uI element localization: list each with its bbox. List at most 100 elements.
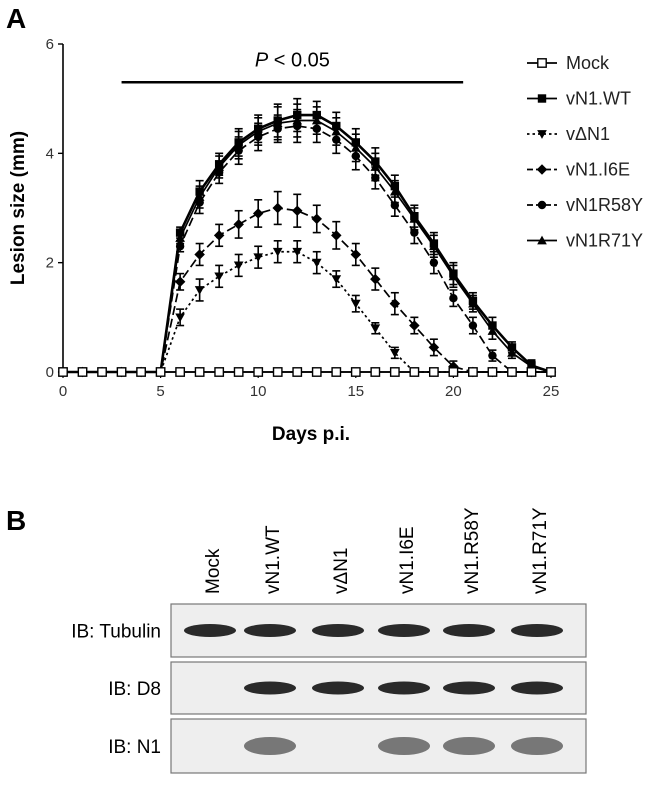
data-point [428,367,439,377]
data-point [449,294,458,303]
data-point [429,239,439,248]
lane-labels: Mock vN1.WT vΔN1 vN1.I6E vN1.R58Y vN1.R71Y [203,507,551,594]
legend-marker [537,235,547,245]
legend-marker [537,200,547,210]
y-tick-label: 0 [46,364,54,381]
data-point [527,361,536,370]
significance-annotation: P < 0.05 [121,49,464,84]
series-vn1-wt [58,97,556,377]
lane-label-vn1-wt: vN1.WT [263,525,284,594]
band-vn1-i6e [378,681,430,695]
lane-label-vn1-i6e: vN1.I6E [397,526,418,594]
blot-strips: IB: Tubulin IB: D8 IB: N1 [71,603,587,774]
y-axis-label: Lesion size (mm) [8,131,29,285]
x-tick-label: 0 [59,383,67,400]
data-point [350,299,361,309]
band-vn1-i6e [378,737,430,755]
lane-label-vdeltan1: vΔN1 [331,548,352,594]
data-point [214,272,224,282]
x-tick-label: 25 [543,383,560,400]
band-vn1-i6e [378,624,430,637]
data-point [312,110,321,120]
data-point [252,208,264,219]
data-point [58,367,68,377]
data-point [487,367,498,377]
western-blot: Mock vN1.WT vΔN1 vN1.I6E vN1.R58Y vN1.R71Y IB… [71,507,587,774]
data-point [390,201,400,210]
x-tick-label: 5 [156,383,164,400]
data-point [311,258,322,268]
data-point [253,253,264,263]
legend-item-vn1r58y: vN1R58Y [527,195,643,215]
band-vn1-r58y [443,681,495,695]
significance-label: P < 0.05 [255,49,330,71]
data-point [97,367,107,377]
data-point [488,321,497,330]
series-vdeltan1 [58,240,556,377]
data-point [292,367,303,377]
legend-label: vN1.WT [566,89,631,109]
legend-label: vN1R58Y [566,195,643,215]
data-point [468,367,478,377]
data-point [234,138,243,147]
legend-item-vn1-wt: vN1.WT [527,89,631,109]
significance-p: P [255,49,269,71]
data-point [389,298,401,309]
data-point [175,367,186,377]
legend-item-vdeltan1: vΔN1 [527,124,610,144]
lane-label-vn1-r71y: vN1.R71Y [530,507,551,594]
lane-label-vn1-r58y: vN1.R58Y [462,507,483,594]
data-point [311,213,323,225]
series-line-vn1-i6e [63,207,551,373]
data-point [409,367,420,377]
panel-a-letter: A [6,3,26,34]
lesion-size-chart: 0 2 4 6 0 5 10 15 20 25 P < 0.05 Days p.i. Lesion… [8,36,643,445]
x-axis-label: Days p.i. [272,424,350,445]
data-point [331,275,342,284]
band-vdeltan1 [312,681,364,695]
data-point [331,367,342,377]
data-point [195,187,204,196]
data-point [273,116,282,125]
x-tick-label: 10 [250,383,267,400]
band-vdeltan1 [312,624,364,637]
data-point [116,367,127,377]
data-point [291,205,303,216]
legend-item-vn1-i6e: vN1.I6E [527,160,630,180]
data-point [194,367,205,377]
band-vn1-r71y [511,737,563,755]
data-point [293,110,302,120]
lane-label-mock: Mock [203,548,224,594]
data-point [331,230,342,241]
data-point [370,367,381,377]
series-vn1r71y [58,103,556,376]
data-point [350,367,361,377]
data-point [507,343,517,352]
data-point [448,367,459,377]
data-point [332,121,341,131]
data-point [429,258,439,267]
data-point [233,219,244,230]
blot-ib-d8: IB: D8 [108,661,587,715]
series-vn1r58y [58,108,556,377]
data-point [272,367,283,377]
band-vn1-r58y [443,737,495,755]
legend-label: vN1R71Y [566,231,643,251]
data-point [468,321,478,330]
data-point [370,324,381,334]
data-point [351,138,360,147]
series-line-vn1-wt [63,113,552,374]
band-vn1-wt [244,624,296,637]
data-point [174,276,186,288]
data-point [370,273,381,285]
significance-threshold: < 0.05 [268,49,330,71]
blot-ib-tubulin: IB: Tubulin [71,603,587,658]
band-mock [184,624,236,637]
data-point [507,367,517,377]
data-point [175,228,185,237]
blot-ib-n1: IB: N1 [108,718,587,774]
data-point [155,367,166,377]
data-point [272,247,283,257]
series-layer [57,97,557,378]
